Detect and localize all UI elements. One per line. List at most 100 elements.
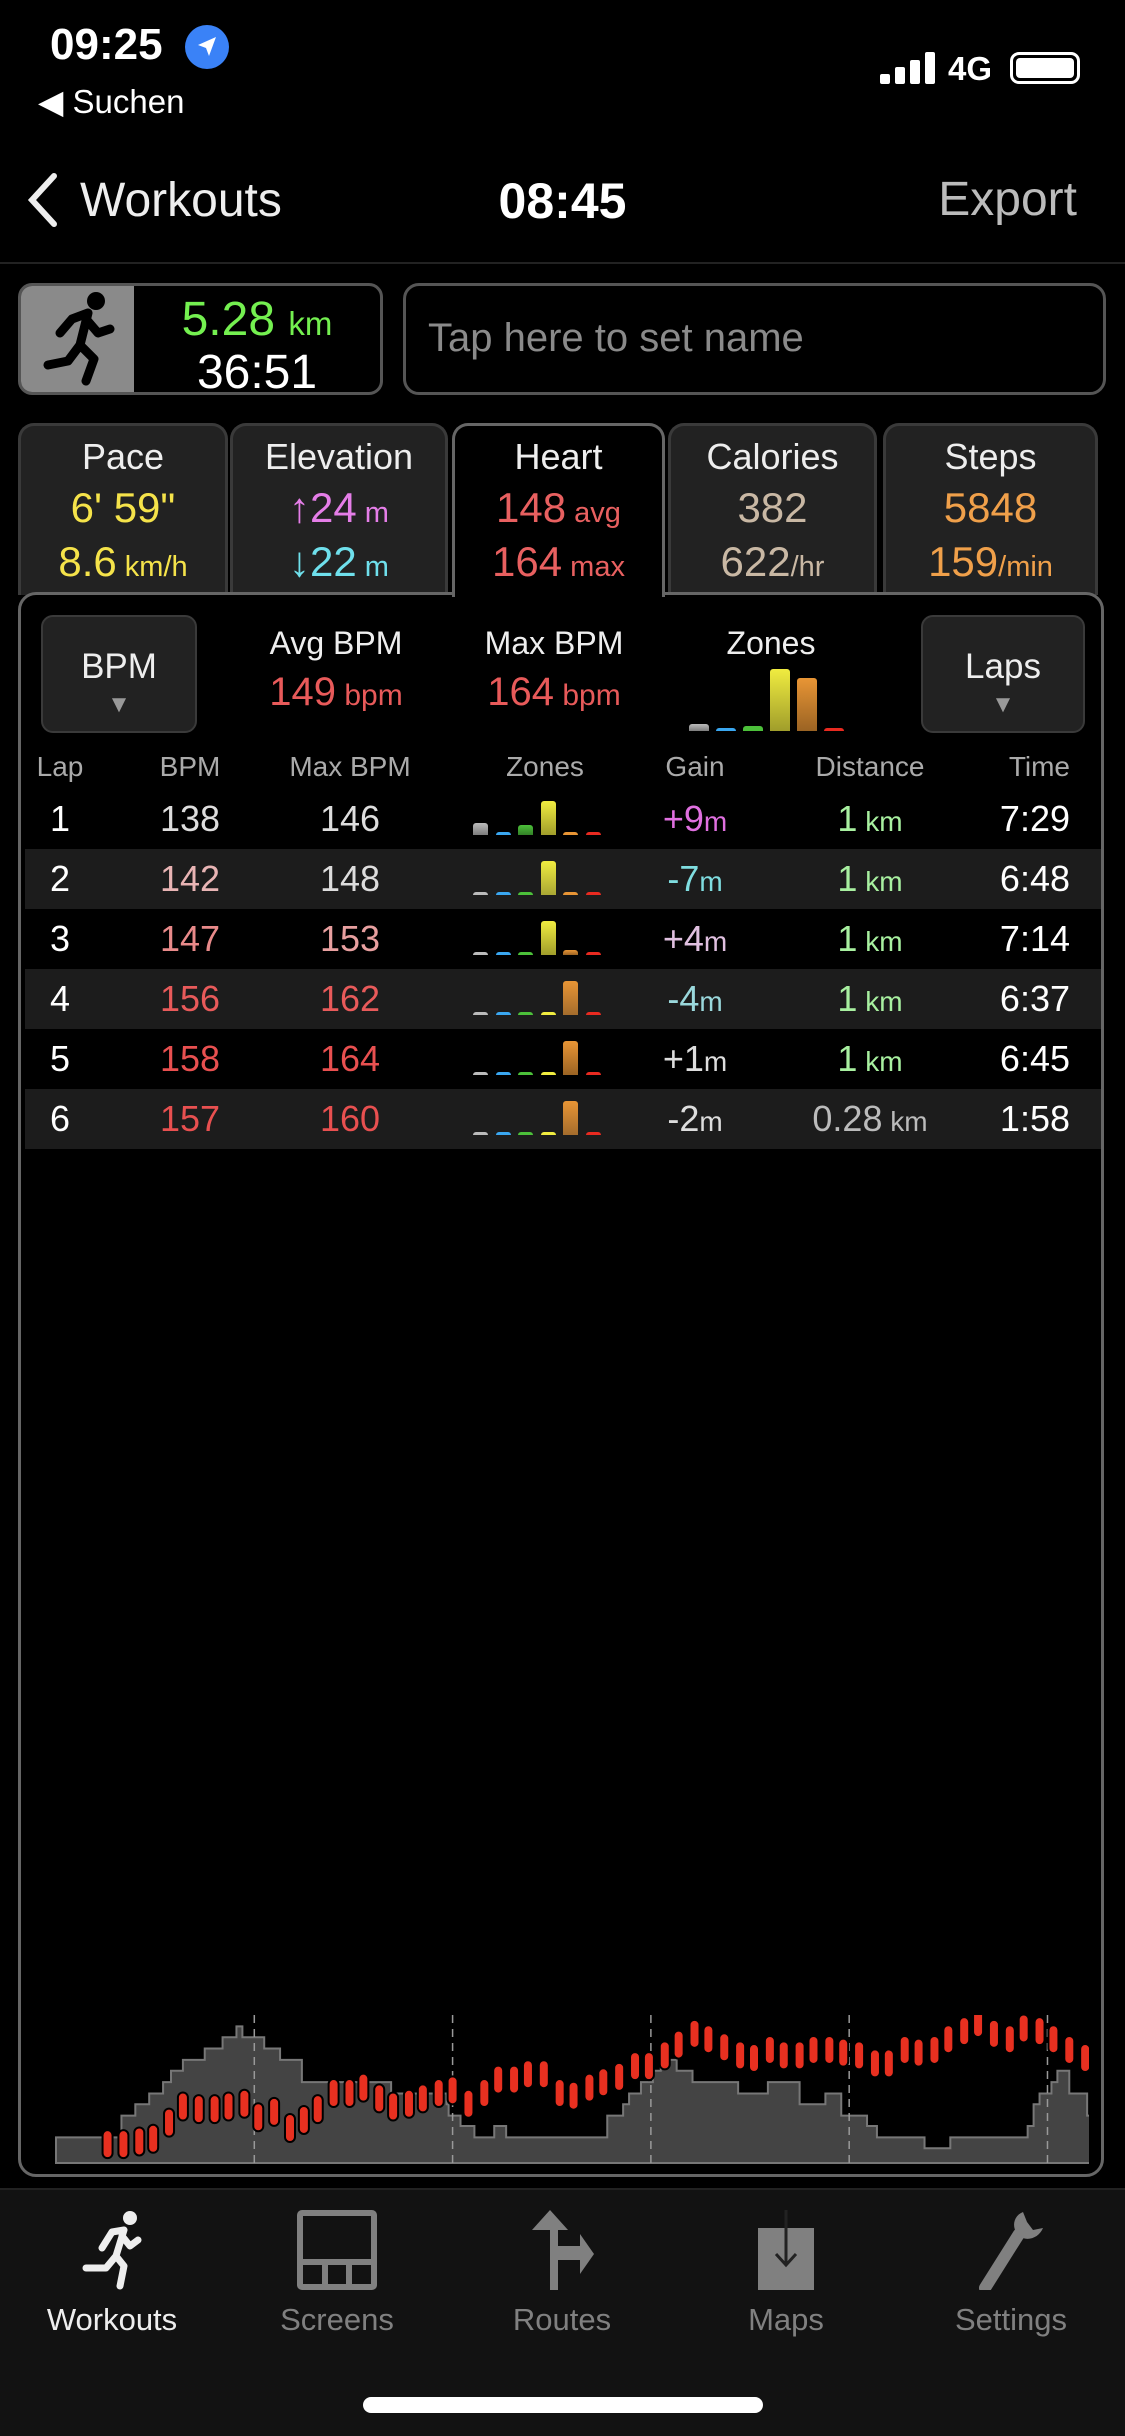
heart-rate-point [702, 2024, 715, 2055]
lap-zones [445, 789, 645, 849]
tab-unit-secondary: /min [998, 551, 1053, 583]
column-header: Max BPM [289, 751, 411, 782]
table-row[interactable]: 4 156 162 -4m 1 km 6:37 [25, 969, 1101, 1029]
tab-label: Elevation [264, 436, 414, 477]
lap-gain-unit: m [703, 1046, 728, 1077]
max-bpm-value: 164 [487, 670, 555, 714]
table-row[interactable]: 3 147 153 +4m 1 km 7:14 [25, 909, 1101, 969]
heart-rate-point [208, 2094, 221, 2125]
zone-bar [585, 1132, 601, 1135]
duration-value: 36:51 [196, 346, 318, 395]
tab-maps[interactable]: Maps [686, 2210, 886, 2338]
heart-rate-point [958, 2016, 971, 2047]
lap-zones [445, 909, 645, 969]
tab-workouts[interactable]: Workouts [12, 2210, 212, 2338]
lap-time: 6:48 [999, 858, 1070, 899]
lap-gain: +9 [662, 798, 704, 839]
export-button[interactable]: Export [938, 173, 1077, 226]
zone-bar [473, 952, 488, 955]
heart-rate-point [718, 2032, 731, 2063]
zone-bar [540, 1072, 556, 1075]
back-to-app-link[interactable]: ◀ Suchen [38, 83, 185, 120]
heart-rate-point [672, 2029, 685, 2060]
avg-bpm-value: 149 [269, 670, 337, 714]
lap-distance-unit: km [857, 926, 903, 957]
heart-rate-point [748, 2043, 760, 2074]
laps-dropdown-button[interactable]: Laps ▼ [921, 615, 1085, 733]
lap-number: 4 [49, 978, 71, 1019]
zone-bar [743, 726, 763, 731]
heart-rate-point [1003, 2024, 1016, 2055]
table-header: Lap BPM Max BPM Zones Gain Distance Time [25, 745, 1101, 789]
zone-bar [585, 1012, 601, 1015]
zones-chart [671, 665, 871, 737]
zone-bar [585, 892, 601, 895]
zone-bar [585, 832, 601, 835]
lap-number: 5 [49, 1038, 71, 1079]
tab-calories[interactable]: Calories 382 622/hr [668, 423, 877, 595]
lap-bpm: 138 [159, 798, 221, 839]
avg-bpm-label: Avg BPM [269, 625, 403, 661]
heart-rate-point [567, 2080, 580, 2111]
zone-bar [518, 1012, 533, 1015]
heart-rate-point [462, 2088, 475, 2119]
tab-unit-primary: m [356, 497, 389, 529]
tab-label: Screens [280, 2302, 394, 2337]
workout-name-field[interactable]: Tap here to set name [403, 283, 1106, 395]
tab-steps[interactable]: Steps 5848 159/min [883, 423, 1098, 595]
table-row[interactable]: 6 157 160 -2m 0.28 km 1:58 [25, 1089, 1101, 1149]
tab-label: Settings [954, 2302, 1067, 2337]
zones-stat: Zones [671, 625, 871, 735]
lap-max-bpm: 153 [319, 918, 381, 959]
zone-bar [518, 1072, 533, 1075]
table-row[interactable]: 5 158 164 +1m 1 km 6:45 [25, 1029, 1101, 1089]
lap-gain: +1 [662, 1038, 704, 1079]
zone-bar [473, 1012, 488, 1015]
tab-label: Maps [748, 2302, 824, 2337]
tab-value-secondary: 159 [928, 538, 999, 585]
heart-rate-point [147, 2123, 160, 2154]
column-header: Distance [815, 751, 925, 782]
heart-rate-point [192, 2094, 205, 2125]
tab-value-primary: ↑24 [289, 484, 357, 531]
lap-distance-unit: km [857, 806, 903, 837]
tab-value-primary: 6' 59" [70, 484, 176, 531]
lap-zones [445, 969, 645, 1029]
heart-rate-point [613, 2061, 626, 2092]
lap-gain-unit: m [703, 806, 728, 837]
tab-screens[interactable]: Screens [237, 2210, 437, 2338]
tab-routes[interactable]: Routes [462, 2210, 662, 2338]
workout-summary[interactable]: 5.28 km 36:51 [18, 283, 383, 395]
zone-bar [540, 801, 556, 835]
heart-rate-point [629, 2051, 642, 2082]
table-row[interactable]: 1 138 146 +9m 1 km 7:29 [25, 789, 1101, 849]
heart-rate-point [898, 2034, 911, 2065]
tab-elevation[interactable]: Elevation ↑24 m ↓22 m [230, 423, 448, 595]
table-row[interactable]: 2 142 148 -7m 1 km 6:48 [25, 849, 1101, 909]
tab-pace[interactable]: Pace 6' 59" 8.6 km/h [18, 423, 228, 595]
back-button[interactable]: Workouts [22, 170, 282, 230]
heart-rate-point [432, 2078, 445, 2109]
lap-distance: 1 [837, 858, 858, 899]
heart-rate-point [882, 2048, 895, 2079]
heart-rate-point [492, 2064, 505, 2095]
tab-label: Calories [706, 436, 839, 477]
column-header: Time [1008, 751, 1070, 782]
heart-rate-point [373, 2083, 386, 2114]
lap-bpm: 147 [159, 918, 221, 959]
tab-value-secondary: 622 [720, 538, 791, 585]
heart-rate-point [1063, 2034, 1076, 2065]
zone-bar [495, 1132, 511, 1135]
lap-time: 7:14 [999, 918, 1070, 959]
heart-rate-point [521, 2059, 534, 2090]
heart-rate-point [117, 2129, 130, 2160]
laps-table: Lap BPM Max BPM Zones Gain Distance Time 1 138 … [25, 745, 1101, 1149]
metric-dropdown-button[interactable]: BPM ▼ [41, 615, 197, 733]
lap-distance-unit: km [857, 866, 903, 897]
metric-button-label: BPM [81, 647, 157, 686]
navigation-bar: Workouts 08:45 Export [0, 160, 1125, 264]
tab-heart[interactable]: Heart 148 avg 164 max [452, 423, 665, 597]
zone-bar [689, 723, 709, 731]
home-indicator[interactable] [363, 2397, 763, 2413]
tab-settings[interactable]: Settings [911, 2210, 1111, 2338]
